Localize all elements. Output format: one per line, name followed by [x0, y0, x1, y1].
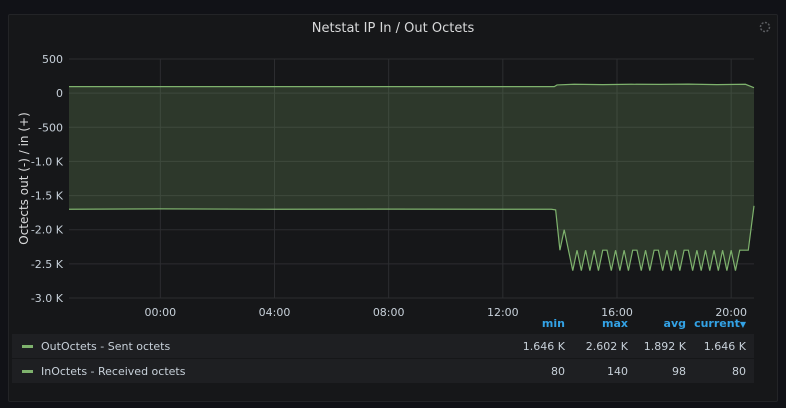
legend-row-out[interactable]: OutOctets - Sent octets 1.646 K 2.602 K … — [12, 334, 754, 358]
legend-col-max[interactable]: max — [602, 316, 628, 330]
x-tick-label: 08:00 — [373, 306, 405, 319]
y-axis-label: Octects out (-) / in (+) — [17, 112, 31, 245]
y-tick-label: -500 — [38, 121, 63, 134]
legend-series-name[interactable]: InOctets - Received octets — [41, 364, 186, 378]
legend-col-min[interactable]: min — [541, 316, 565, 330]
legend-max: 2.602 K — [585, 339, 628, 353]
series-line-1 — [68, 205, 755, 271]
series-area-0 — [69, 84, 754, 94]
series-line-0 — [69, 83, 755, 89]
x-tick-label: 04:00 — [259, 306, 291, 319]
netstat-chart[interactable]: 500 0 -500 -1.0 K -1.5 K -2.0 K -2.5 K -3.0 K 00… — [0, 0, 786, 320]
y-tick-label: -2.5 K — [31, 258, 64, 271]
loading-spinner-icon — [759, 21, 771, 33]
x-tick-label: 00:00 — [144, 306, 176, 319]
series-color-swatch[interactable] — [22, 344, 33, 348]
legend-current: 1.646 K — [703, 339, 746, 353]
y-tick-label: 500 — [42, 53, 63, 66]
legend-col-current[interactable]: current▼ — [686, 317, 754, 330]
legend-row-in[interactable]: InOctets - Received octets 80 140 98 80 — [12, 359, 754, 383]
series-area-1 — [69, 93, 754, 271]
y-tick-label: -1.0 K — [31, 155, 64, 168]
legend-min: 80 — [551, 364, 565, 378]
series-color-swatch[interactable] — [22, 369, 33, 373]
y-tick-label: -3.0 K — [31, 292, 64, 305]
legend-min: 1.646 K — [522, 339, 565, 353]
y-tick-label: 0 — [56, 87, 63, 100]
sort-desc-icon: ▼ — [739, 319, 746, 329]
legend-series-name[interactable]: OutOctets - Sent octets — [41, 339, 171, 353]
panel-title[interactable]: Netstat IP In / Out Octets — [311, 21, 475, 36]
x-tick-label: 20:00 — [715, 306, 747, 319]
x-tick-label: 16:00 — [601, 306, 633, 319]
legend-avg: 1.892 K — [643, 339, 686, 353]
legend-avg: 98 — [672, 364, 686, 378]
legend-max: 140 — [607, 364, 628, 378]
legend-header: min max avg current▼ — [12, 312, 754, 334]
legend-col-current-label: current — [694, 316, 740, 330]
y-tick-label: -1.5 K — [31, 190, 64, 203]
x-tick-label: 12:00 — [487, 306, 519, 319]
legend-table: min max avg current▼ OutOctets - Sent oc… — [12, 312, 754, 384]
y-tick-label: -2.0 K — [31, 224, 64, 237]
legend-current: 80 — [732, 364, 746, 378]
legend-col-avg[interactable]: avg — [663, 316, 686, 330]
